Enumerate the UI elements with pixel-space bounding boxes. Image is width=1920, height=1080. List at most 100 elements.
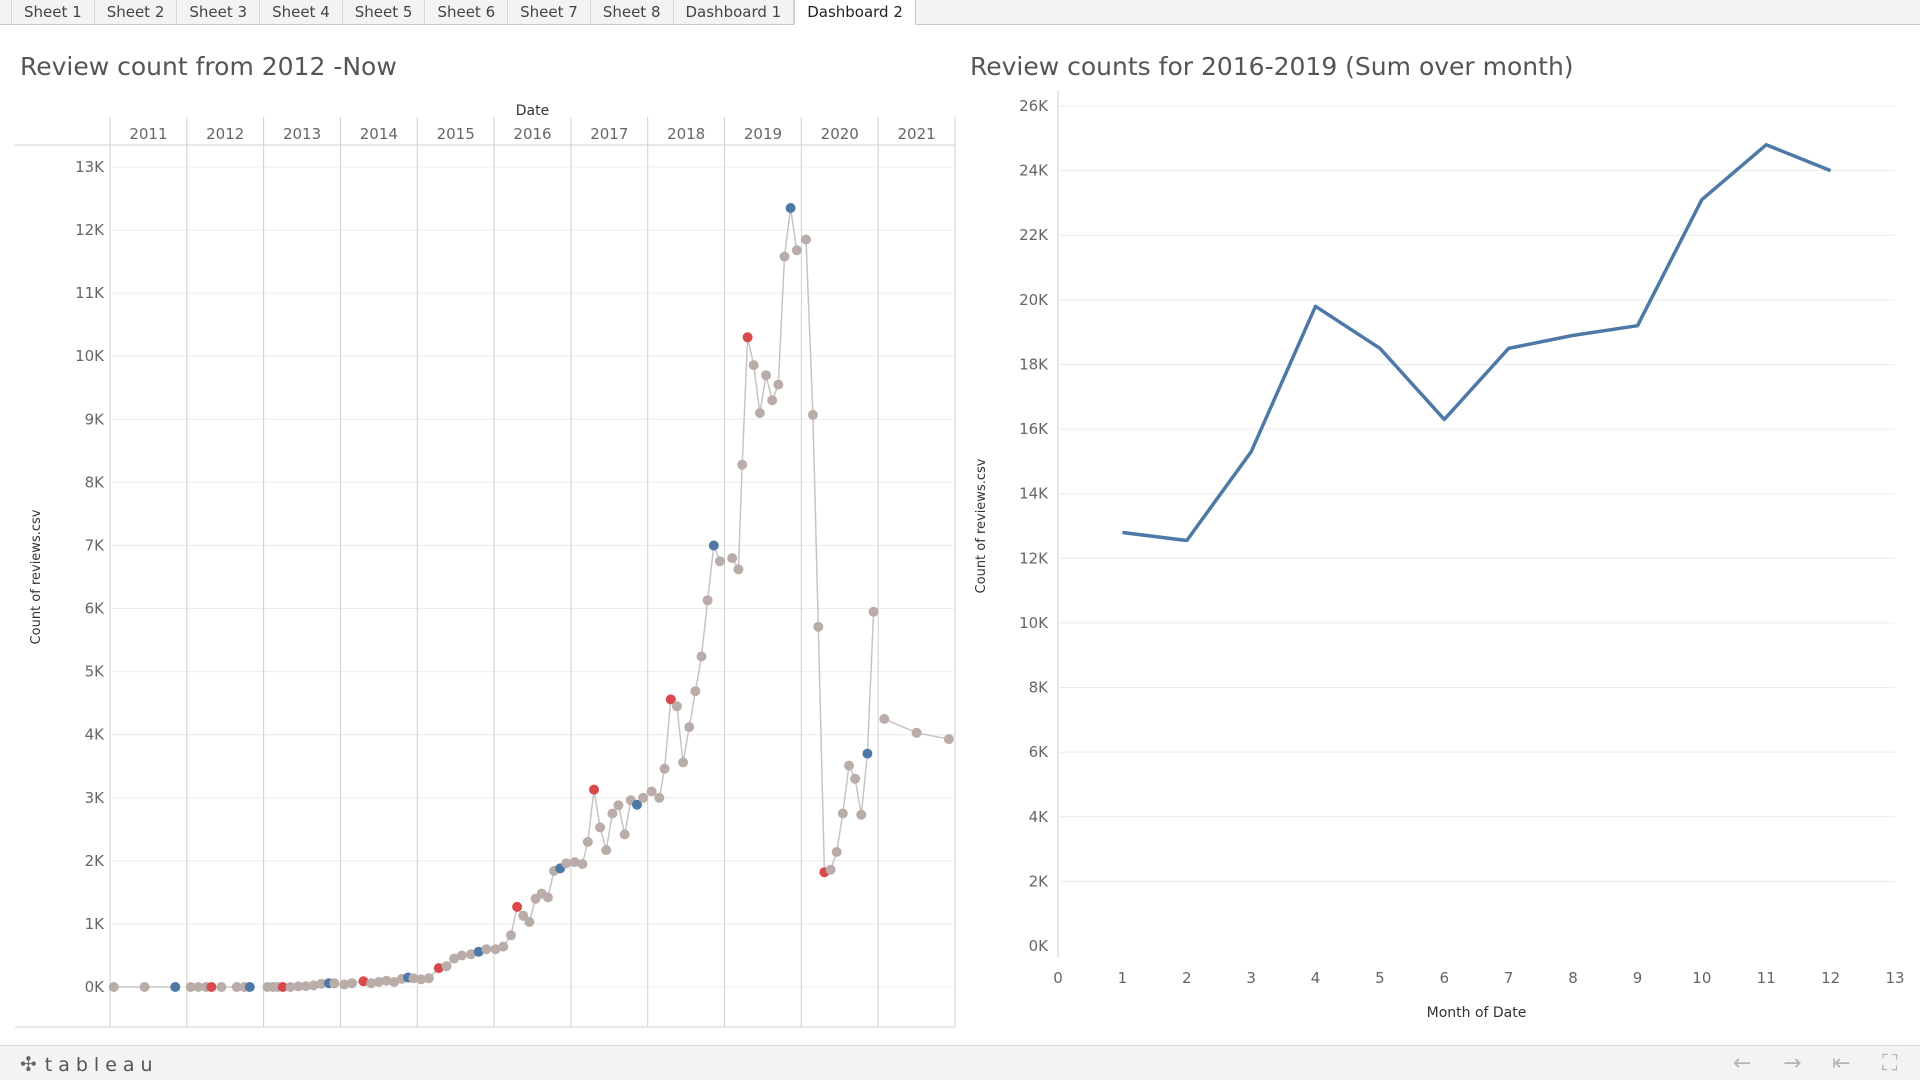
- y-tick-label: 10K: [1019, 614, 1049, 632]
- tab-dashboard-1[interactable]: Dashboard 1: [674, 0, 795, 24]
- x-tick-label: 8: [1568, 969, 1578, 987]
- data-point: [761, 370, 771, 381]
- y-tick-label: 4K: [85, 726, 106, 744]
- y-tick-label: 7K: [85, 536, 106, 554]
- year-column-label: 2017: [590, 125, 628, 143]
- revert-icon[interactable]: ⇤: [1832, 1051, 1851, 1076]
- x-tick-label: 5: [1375, 969, 1385, 987]
- data-point: [638, 792, 649, 803]
- sheet-tab-bar: Sheet 1 Sheet 2 Sheet 3 Sheet 4 Sheet 5 …: [0, 0, 1920, 25]
- tab-sheet-1[interactable]: Sheet 1: [11, 0, 95, 24]
- year-column-label: 2011: [129, 125, 167, 143]
- y-tick-label: 26K: [1019, 97, 1049, 115]
- data-point: [389, 977, 400, 987]
- tab-sheet-2[interactable]: Sheet 2: [95, 0, 178, 24]
- data-point: [285, 982, 296, 992]
- data-point: [231, 982, 242, 992]
- y-tick-label: 12K: [1019, 549, 1049, 567]
- year-column-label: 2018: [667, 125, 705, 143]
- data-point: [737, 459, 748, 470]
- data-point: [807, 409, 818, 420]
- data-point: [216, 982, 227, 992]
- tab-dashboard-2[interactable]: Dashboard 2: [794, 0, 916, 25]
- data-point: [702, 595, 713, 606]
- data-point: [779, 251, 790, 262]
- undo-icon[interactable]: ←: [1733, 1051, 1752, 1076]
- data-point: [678, 757, 689, 768]
- tab-sheet-8[interactable]: Sheet 8: [591, 0, 674, 24]
- data-point: [456, 950, 467, 961]
- data-point: [542, 892, 553, 903]
- data-point: [646, 786, 657, 797]
- tab-sheet-3[interactable]: Sheet 3: [177, 0, 261, 24]
- data-point: [277, 982, 288, 992]
- data-point: [139, 982, 150, 992]
- data-point: [607, 808, 618, 819]
- data-point: [773, 379, 784, 390]
- data-point: [601, 845, 612, 856]
- data-point: [170, 982, 181, 992]
- y-tick-label: 2K: [85, 852, 106, 870]
- y-tick-label: 14K: [1019, 485, 1049, 503]
- x-tick-label: 7: [1504, 969, 1514, 987]
- data-point: [339, 979, 350, 990]
- data-point: [582, 836, 593, 847]
- data-point: [911, 727, 922, 738]
- y-tick-label: 0K: [1029, 937, 1050, 955]
- data-point: [714, 556, 725, 567]
- tableau-logo: ✣ tableau: [20, 1052, 159, 1076]
- data-point: [671, 701, 682, 712]
- year-column-label: 2013: [283, 125, 321, 143]
- year-column-label: 2021: [897, 125, 935, 143]
- data-point: [441, 961, 452, 972]
- data-point: [206, 982, 217, 992]
- tab-sheet-7[interactable]: Sheet 7: [508, 0, 591, 24]
- data-point: [490, 944, 501, 955]
- data-point: [791, 245, 802, 256]
- data-point: [433, 963, 444, 974]
- data-point: [708, 540, 719, 551]
- x-tick-label: 2: [1182, 969, 1192, 987]
- data-point: [748, 360, 759, 371]
- data-point: [767, 395, 778, 406]
- data-point: [850, 773, 861, 784]
- data-point: [665, 694, 676, 705]
- data-point: [416, 974, 427, 985]
- y-tick-label: 16K: [1019, 420, 1049, 438]
- data-point: [690, 686, 701, 697]
- data-point: [727, 553, 738, 564]
- x-tick-label: 10: [1692, 969, 1711, 987]
- y-tick-label: 18K: [1019, 355, 1049, 373]
- tab-sheet-6[interactable]: Sheet 6: [425, 0, 509, 24]
- data-point: [943, 734, 954, 745]
- tab-sheet-5[interactable]: Sheet 5: [343, 0, 426, 24]
- data-point: [498, 941, 509, 952]
- right-chart-title: Review counts for 2016-2019 (Sum over mo…: [970, 52, 1574, 81]
- y-tick-label: 6K: [85, 600, 106, 618]
- redo-icon[interactable]: →: [1783, 1051, 1802, 1076]
- data-point: [308, 980, 319, 991]
- tab-sheet-4[interactable]: Sheet 4: [260, 0, 343, 24]
- data-point: [381, 975, 392, 986]
- data-point: [193, 982, 204, 992]
- x-tick-label: 6: [1440, 969, 1450, 987]
- data-point: [569, 857, 580, 868]
- y-tick-label: 8K: [85, 473, 106, 491]
- y-tick-label: 0K: [85, 978, 106, 996]
- y-tick-label: 24K: [1019, 162, 1049, 180]
- monthly-series-line: [1122, 143, 1832, 543]
- x-tick-label: 3: [1246, 969, 1256, 987]
- data-point: [300, 981, 311, 992]
- data-point: [373, 977, 384, 987]
- y-tick-label: 3K: [85, 789, 106, 807]
- y-tick-label: 6K: [1029, 743, 1050, 761]
- data-point: [108, 982, 119, 992]
- data-point: [831, 847, 842, 857]
- data-point: [524, 917, 535, 927]
- bottom-toolbar: ✣ tableau ← → ⇤ ⛶: [0, 1045, 1920, 1080]
- series-line-segment: [805, 239, 875, 874]
- y-tick-label: 20K: [1019, 291, 1049, 309]
- data-point: [868, 606, 879, 617]
- data-point: [577, 859, 588, 869]
- fullscreen-icon[interactable]: ⛶: [1882, 1051, 1898, 1076]
